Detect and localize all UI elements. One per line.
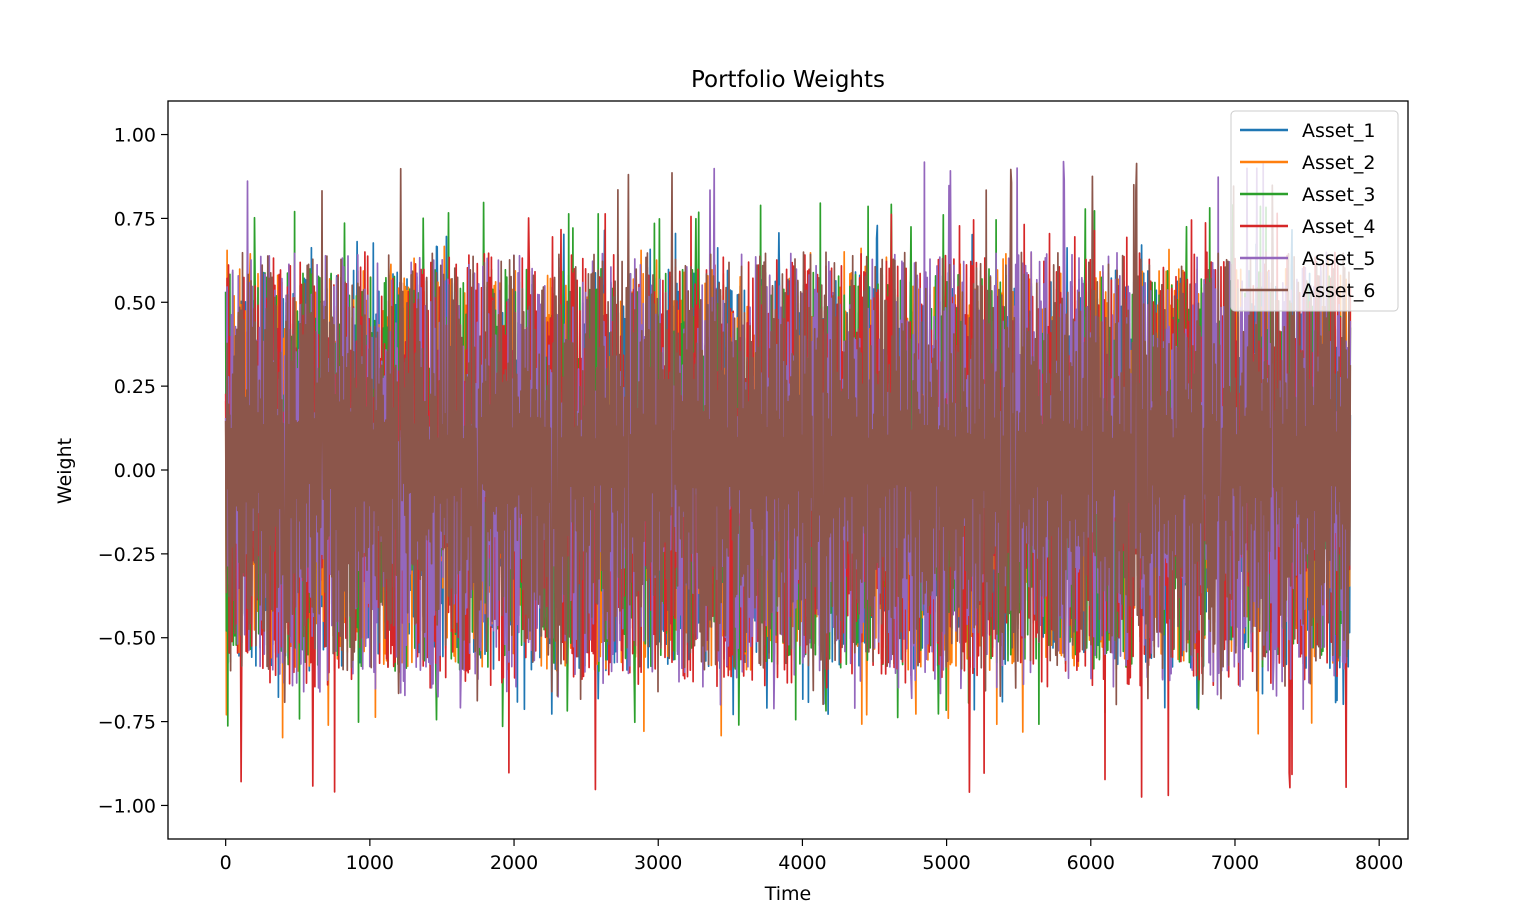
x-tick-label: 6000 (1067, 852, 1115, 874)
x-tick-label: 1000 (346, 852, 394, 874)
x-tick-label: 8000 (1355, 852, 1403, 874)
y-tick-label: 0.50 (114, 292, 156, 314)
y-tick-label: −1.00 (98, 795, 156, 817)
chart-title: Portfolio Weights (691, 67, 885, 93)
y-tick-label: −0.75 (98, 712, 156, 734)
legend-entry-label: Asset_6 (1302, 280, 1376, 302)
x-axis: 0 1000 2000 3000 4000 5000 6000 7000 8000 (220, 839, 1403, 874)
legend-entry-label: Asset_4 (1302, 216, 1376, 238)
legend-entry-label: Asset_1 (1302, 120, 1376, 142)
x-axis-label: Time (764, 883, 812, 905)
y-axis: −1.00 −0.75 −0.50 −0.25 0.00 0.25 0.50 0.75 1.00 (98, 125, 168, 817)
x-tick-label: 2000 (490, 852, 538, 874)
y-tick-label: 0.00 (114, 460, 156, 482)
legend-entry-label: Asset_3 (1302, 184, 1376, 206)
series-line-asset-6 (224, 162, 1352, 706)
y-tick-label: 0.75 (114, 208, 156, 230)
x-tick-label: 7000 (1211, 852, 1259, 874)
y-tick-label: 1.00 (114, 125, 156, 147)
x-tick-label: 3000 (634, 852, 682, 874)
y-axis-label: Weight (54, 438, 76, 504)
legend-entry-label: Asset_5 (1302, 248, 1376, 270)
x-tick-label: 5000 (922, 852, 970, 874)
y-tick-label: −0.25 (98, 544, 156, 566)
series-layer (224, 160, 1352, 798)
x-tick-label: 4000 (778, 852, 826, 874)
x-tick-label: 0 (220, 852, 232, 874)
legend: Asset_1 Asset_2 Asset_3 Asset_4 Asset_5 Asset… (1230, 110, 1399, 312)
y-tick-label: −0.50 (98, 628, 156, 650)
legend-entry-label: Asset_2 (1302, 152, 1376, 174)
y-tick-label: 0.25 (114, 376, 156, 398)
